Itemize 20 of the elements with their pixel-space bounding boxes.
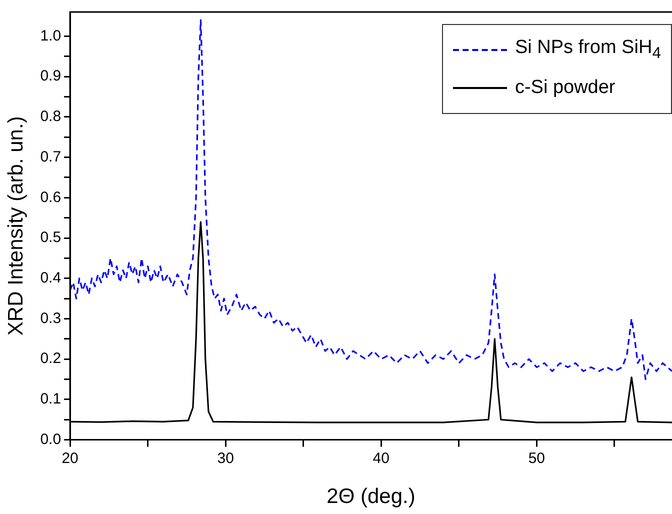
y-tick-label: 1.0: [40, 27, 62, 44]
legend-label: Si NPs from SiH$_{4}$: [514, 37, 661, 63]
y-tick-label: 0.8: [40, 108, 62, 126]
legend-label: c-Si powder: [514, 77, 616, 99]
y-axis-title: XRD Intensity (arb. un.): [4, 116, 28, 336]
x-tick-label: 40: [372, 450, 390, 467]
line-series: [70, 19, 672, 380]
y-tick-label: 0.1: [40, 390, 62, 408]
x-tick-label: 20: [62, 450, 78, 467]
y-tick-label: 0.2: [40, 350, 62, 368]
text: 0.0: [40, 430, 62, 448]
y-tick-label: 0.9: [40, 68, 62, 85]
y-tick-label: 0.3: [40, 310, 62, 327]
x-tick-label: 50: [528, 450, 546, 467]
x-axis-title: 2Θ (deg.): [326, 485, 416, 508]
y-tick-label: 0.4: [40, 270, 62, 287]
x-tick-label: 30: [217, 450, 234, 467]
y-tick-label: 0.6: [40, 188, 62, 206]
y-tick-label: 0.7: [40, 148, 62, 166]
y-tick-label: 0.5: [40, 229, 62, 246]
